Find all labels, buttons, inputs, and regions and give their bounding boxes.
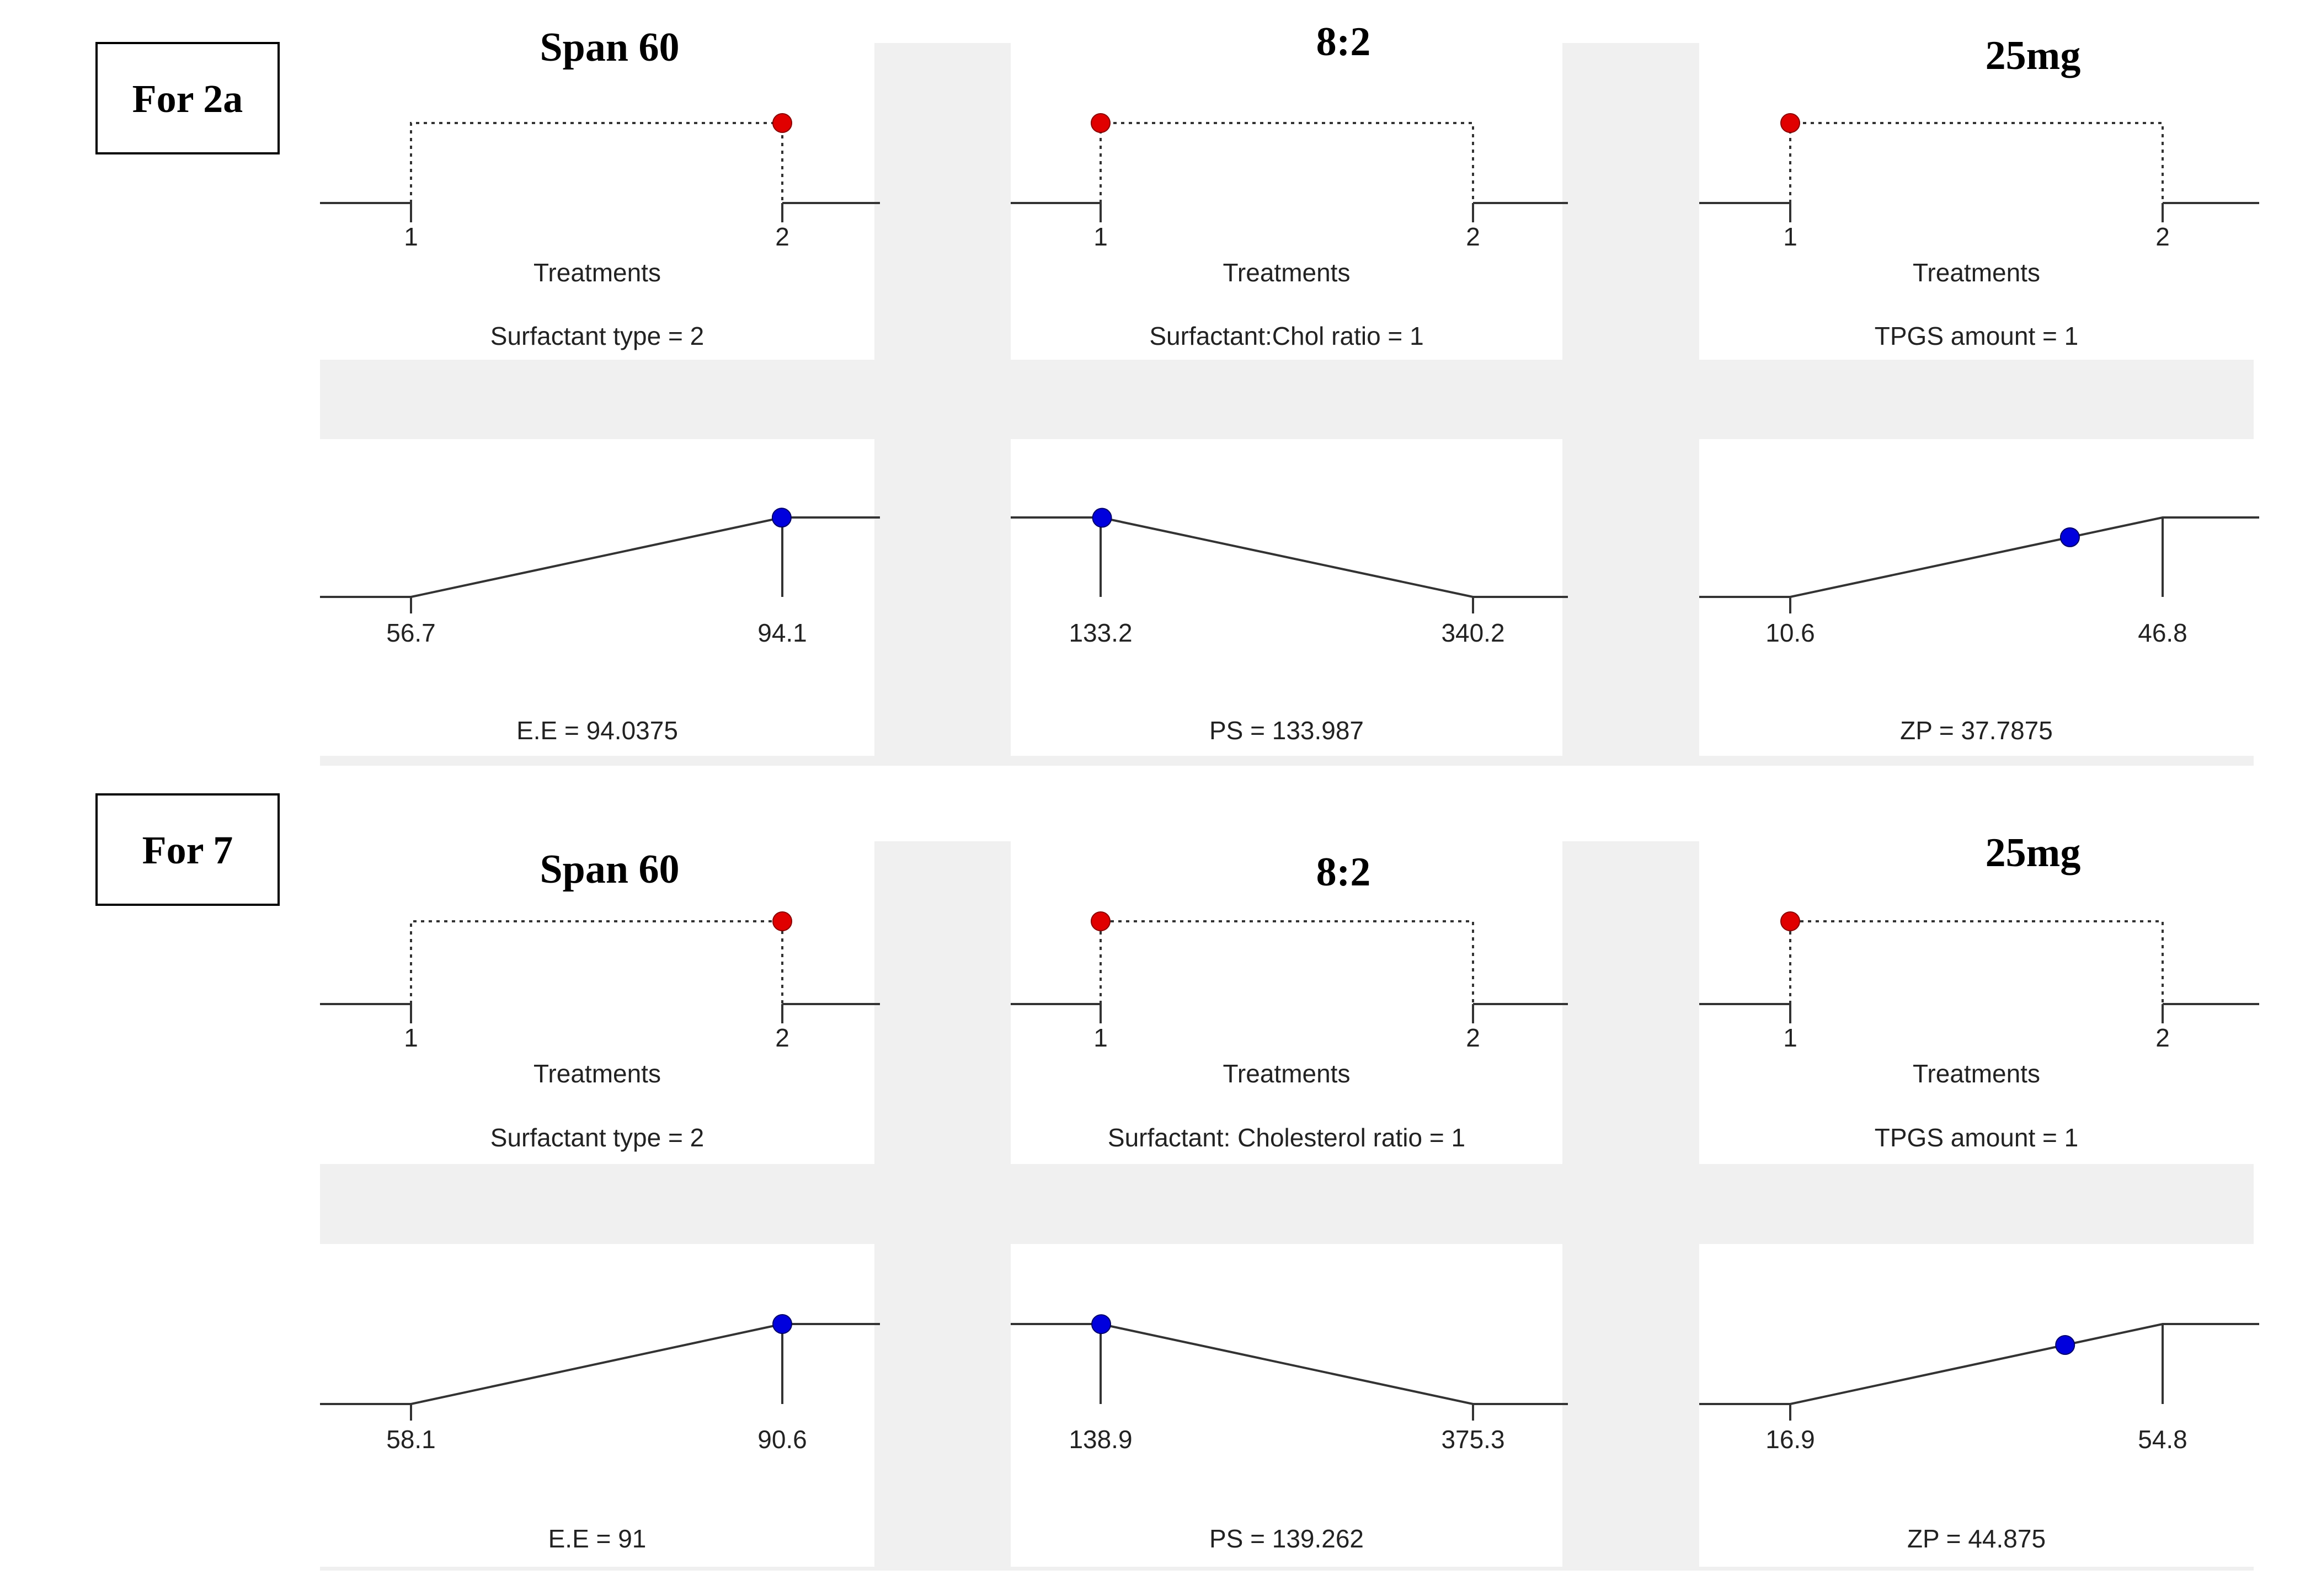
factor-header: 25mg [1986,830,2081,876]
row-label-box [95,42,280,154]
response-caption: ZP = 37.7875 [1900,716,2053,745]
factor-tick-label: 1 [1093,222,1108,251]
response-ramp [1011,1323,1568,1405]
factor-tick-label: 2 [775,222,789,251]
response-panel [1699,1244,2254,1567]
response-low-label: 56.7 [386,618,436,647]
factor-tick-label: 1 [404,222,418,251]
factor-header: Span 60 [540,25,680,70]
response-caption: PS = 133.987 [1209,716,1364,745]
response-low-label: 133.2 [1069,618,1132,647]
response-ramp [1699,1323,2259,1405]
response-high-label: 340.2 [1441,618,1504,647]
factor-axis-label: Treatments [1913,258,2040,287]
row-1: For 2a Span 60 1 2 Treatments Surfactant type… [95,19,2259,766]
response-high-label: 54.8 [2138,1425,2187,1454]
factor-tick-label: 2 [2155,222,2170,251]
response-value-dot [1092,508,1112,528]
response-ramp [320,516,880,598]
factor-panel [1011,43,1562,360]
factor-header: 8:2 [1316,19,1371,65]
response-ramp [1699,516,2259,598]
factor-axis-label: Treatments [1223,1059,1351,1088]
factor-header: 8:2 [1316,850,1371,895]
response-ramp [1011,516,1568,598]
response-low-label: 138.9 [1069,1425,1132,1454]
factor-caption: TPGS amount = 1 [1875,322,2078,350]
factor-tick-label: 2 [1466,222,1480,251]
factor-tick-label: 1 [1783,222,1797,251]
response-high-label: 90.6 [757,1425,807,1454]
response-panel [320,1244,874,1567]
factor-tick-label: 2 [2155,1023,2170,1052]
row-label: For 2a [132,77,243,121]
response-value-dot [771,508,792,528]
response-high-label: 375.3 [1441,1425,1504,1454]
response-high-label: 94.1 [757,618,807,647]
factor-axis-label: Treatments [1223,258,1351,287]
factor-header: Span 60 [540,847,680,892]
row-label: For 7 [142,828,233,872]
factor-bracket [1789,920,2164,1004]
response-value-dot [772,1314,792,1334]
response-value-dot [1091,1314,1112,1335]
response-low-label: 10.6 [1765,618,1815,647]
response-ramp [320,1323,880,1405]
factor-bracket [410,122,783,203]
factor-selected-dot [1780,113,1800,133]
response-value-dot [2059,527,2080,547]
response-low-label: 58.1 [386,1425,436,1454]
factor-selected-dot [1780,911,1800,931]
factor-bracket [1100,920,1474,1004]
factor-caption: Surfactant type = 2 [490,322,704,350]
response-caption: E.E = 94.0375 [516,716,678,745]
factor-panel [1699,43,2254,360]
factor-tick-label: 1 [1093,1023,1108,1052]
factor-caption: Surfactant: Cholesterol ratio = 1 [1108,1123,1465,1152]
row-label-box [95,793,280,906]
factor-tick-label: 1 [404,1023,418,1052]
factor-bracket [1100,122,1474,203]
factor-caption: Surfactant type = 2 [490,1123,704,1152]
response-panel [1011,1244,1562,1567]
factor-selected-dot [772,113,792,133]
response-caption: E.E = 91 [548,1524,647,1553]
response-low-label: 16.9 [1765,1425,1815,1454]
factor-tick-label: 2 [1466,1023,1480,1052]
factor-axis-label: Treatments [533,258,661,287]
factor-selected-dot [1091,911,1111,931]
factor-tick-label: 2 [775,1023,789,1052]
factor-selected-dot [772,911,792,931]
factor-caption: Surfactant:Chol ratio = 1 [1149,322,1423,350]
response-high-label: 46.8 [2138,618,2187,647]
row-2: For 7 Span 60 1 2 Treatments Surfactant type … [95,793,2259,1571]
factor-tick-label: 1 [1783,1023,1797,1052]
factor-axis-label: Treatments [533,1059,661,1088]
factor-caption: TPGS amount = 1 [1875,1123,2078,1152]
factor-axis-label: Treatments [1913,1059,2040,1088]
factor-panel [1699,841,2254,1164]
factor-header: 25mg [1986,33,2081,78]
factor-bracket [410,920,783,1004]
response-caption: PS = 139.262 [1209,1524,1364,1553]
factor-panel [1011,841,1562,1164]
factor-bracket [1789,122,2164,203]
factor-panel [320,43,874,360]
response-caption: ZP = 44.875 [1907,1524,2046,1553]
factor-selected-dot [1091,113,1111,133]
response-value-dot [2055,1335,2075,1355]
